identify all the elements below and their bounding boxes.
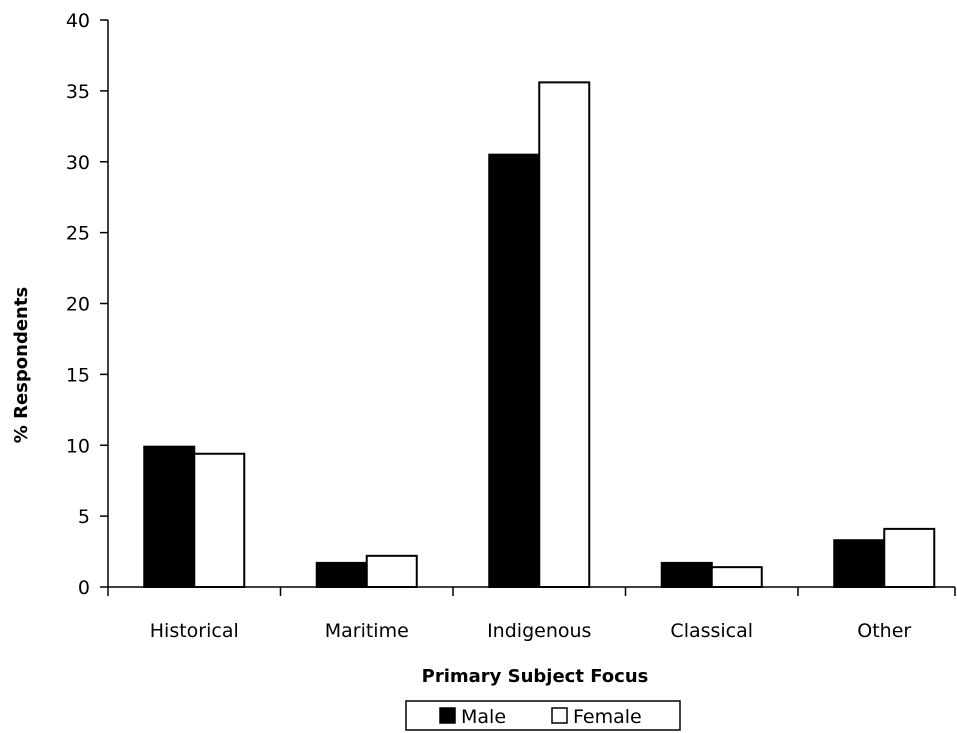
bar-male-historical	[143, 445, 196, 589]
x-axis-ticks: Historical Maritime Indigenous Classical Oth…	[107, 587, 956, 642]
bar-male-indigenous	[488, 153, 541, 588]
legend-swatch-male	[439, 707, 456, 724]
legend-label-male: Male	[461, 706, 506, 728]
bar-female-classical	[710, 566, 763, 589]
bar-female-historical	[193, 452, 246, 588]
y-tick-label: 30	[66, 152, 90, 174]
x-tick-label: Classical	[670, 620, 753, 642]
bar-female-indigenous	[538, 81, 591, 589]
x-axis-title: Primary Subject Focus	[422, 666, 649, 687]
x-tick-label: Other	[857, 620, 911, 642]
y-tick-label: 5	[78, 506, 90, 528]
y-tick-label: 15	[66, 364, 90, 386]
y-tick-label: 20	[66, 294, 90, 316]
legend-label-female: Female	[573, 706, 642, 728]
y-tick-label: 10	[66, 435, 90, 457]
y-axis-ticks: 0 5 10 15 20 25 30 35 40	[66, 10, 108, 599]
x-tick-label: Maritime	[325, 620, 409, 642]
legend-swatch-female	[551, 707, 568, 724]
x-tick-label: Indigenous	[487, 620, 591, 642]
legend: Male Female	[405, 700, 681, 731]
bar-male-other	[833, 539, 886, 588]
bar-male-maritime	[315, 561, 368, 589]
x-tick-label: Historical	[150, 620, 239, 642]
bars	[143, 81, 936, 589]
y-tick-label: 40	[66, 10, 90, 32]
bar-male-classical	[660, 561, 713, 589]
y-axis-title: % Respondents	[11, 287, 32, 443]
y-tick-label: 0	[78, 577, 90, 599]
bar-female-maritime	[365, 554, 418, 589]
y-tick-label: 25	[66, 223, 90, 245]
bar-female-other	[883, 527, 936, 589]
y-tick-label: 35	[66, 81, 90, 103]
